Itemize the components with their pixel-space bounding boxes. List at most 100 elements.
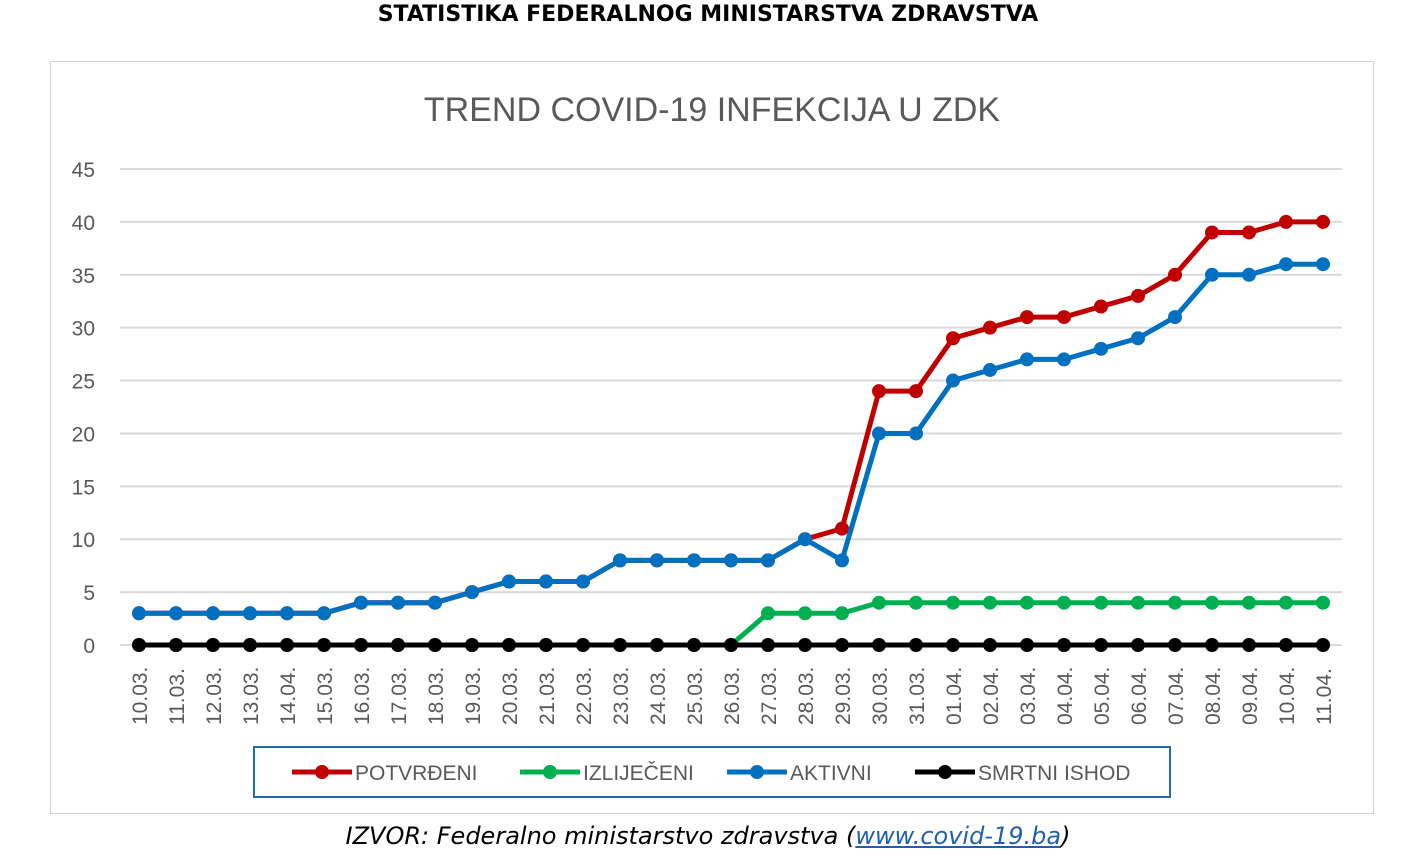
data-point [946, 331, 960, 346]
x-tick-label: 20.03. [499, 667, 522, 725]
chart-frame [50, 61, 1374, 814]
x-tick-label: 22.03. [573, 667, 596, 725]
data-point [576, 574, 590, 589]
x-tick-label: 25.03. [684, 667, 707, 725]
x-tick-label: 26.03. [721, 667, 744, 725]
data-point [1205, 225, 1219, 240]
y-tick-label: 35 [72, 265, 95, 288]
x-tick-label: 14.04. [277, 667, 300, 725]
y-tick-label: 45 [72, 159, 95, 182]
legend-label: IZLIJEČENI [583, 762, 694, 785]
x-tick-label: 18.03. [425, 667, 448, 725]
data-point [1279, 214, 1293, 229]
data-point [317, 638, 331, 652]
data-point [1131, 288, 1145, 303]
x-tick-label: 19.03. [462, 667, 485, 725]
x-tick-label: 30.03. [869, 667, 892, 725]
data-point [1242, 267, 1256, 282]
source-link[interactable]: www.covid-19.ba [855, 822, 1062, 850]
data-point [1242, 595, 1256, 610]
y-tick-label: 5 [83, 582, 95, 605]
x-tick-label: 23.03. [610, 667, 633, 725]
data-point [1131, 638, 1145, 652]
data-point [909, 638, 923, 652]
data-point [465, 585, 479, 600]
data-point [132, 638, 146, 652]
x-tick-label: 10.04. [1276, 667, 1299, 725]
x-tick-label: 09.04. [1239, 667, 1262, 725]
x-tick-label: 01.04. [943, 667, 966, 725]
x-tick-label: 21.03. [536, 667, 559, 725]
data-point [354, 638, 368, 652]
x-tick-label: 05.04. [1091, 667, 1114, 725]
data-point [946, 638, 960, 652]
x-tick-label: 08.04. [1202, 667, 1225, 725]
x-tick-label: 28.03. [795, 667, 818, 725]
data-point [576, 638, 590, 652]
data-point [1316, 214, 1330, 229]
data-point [1205, 267, 1219, 282]
data-point [539, 638, 553, 652]
data-point [1205, 638, 1219, 652]
data-point [391, 595, 405, 610]
y-tick-label: 30 [72, 318, 95, 341]
legend-box [253, 746, 1171, 798]
x-tick-label: 03.04. [1017, 667, 1040, 725]
x-tick-label: 27.03. [758, 667, 781, 725]
data-point [280, 606, 294, 621]
x-tick-label: 11.04. [1313, 668, 1336, 725]
data-point [1131, 595, 1145, 610]
data-point [1242, 225, 1256, 240]
data-point [1131, 331, 1145, 346]
data-point [1094, 595, 1108, 610]
x-tick-label: 10.03. [129, 667, 152, 725]
data-point [1020, 595, 1034, 610]
data-point [1168, 267, 1182, 282]
data-point [946, 373, 960, 388]
x-tick-label: 16.03. [351, 667, 374, 725]
data-point [761, 606, 775, 621]
data-point [798, 606, 812, 621]
data-point [502, 638, 516, 652]
data-point [983, 362, 997, 377]
data-point [1316, 638, 1330, 652]
data-point [1242, 638, 1256, 652]
data-point [206, 638, 220, 652]
data-point [1316, 257, 1330, 272]
data-point [465, 638, 479, 652]
data-point [613, 638, 627, 652]
x-tick-label: 15.03. [314, 667, 337, 725]
x-tick-label: 24.03. [647, 667, 670, 725]
y-tick-label: 20 [72, 423, 95, 446]
y-tick-label: 15 [72, 476, 95, 499]
data-point [909, 426, 923, 441]
data-point [354, 595, 368, 610]
data-point [1205, 595, 1219, 610]
data-point [872, 638, 886, 652]
data-point [428, 595, 442, 610]
data-point [169, 638, 183, 652]
chart-title: TREND COVID-19 INFEKCIJA U ZDK [424, 91, 1001, 129]
y-tick-label: 40 [72, 212, 95, 235]
data-point [761, 638, 775, 652]
data-point [909, 595, 923, 610]
data-point [1057, 638, 1071, 652]
data-point [983, 638, 997, 652]
data-point [1020, 352, 1034, 367]
data-point [872, 384, 886, 399]
legend-label: POTVRĐENI [355, 762, 478, 785]
data-point [798, 638, 812, 652]
data-point [206, 606, 220, 621]
data-point [724, 638, 738, 652]
data-point [835, 638, 849, 652]
data-point [650, 638, 664, 652]
source-note: IZVOR: Federalno ministarstvo zdravstva … [0, 822, 1416, 850]
data-point [1279, 257, 1293, 272]
data-point [502, 574, 516, 589]
legend-marker [938, 765, 952, 779]
legend-marker [750, 765, 764, 779]
data-point [798, 532, 812, 547]
source-suffix: ) [1061, 822, 1071, 850]
data-point [1279, 638, 1293, 652]
